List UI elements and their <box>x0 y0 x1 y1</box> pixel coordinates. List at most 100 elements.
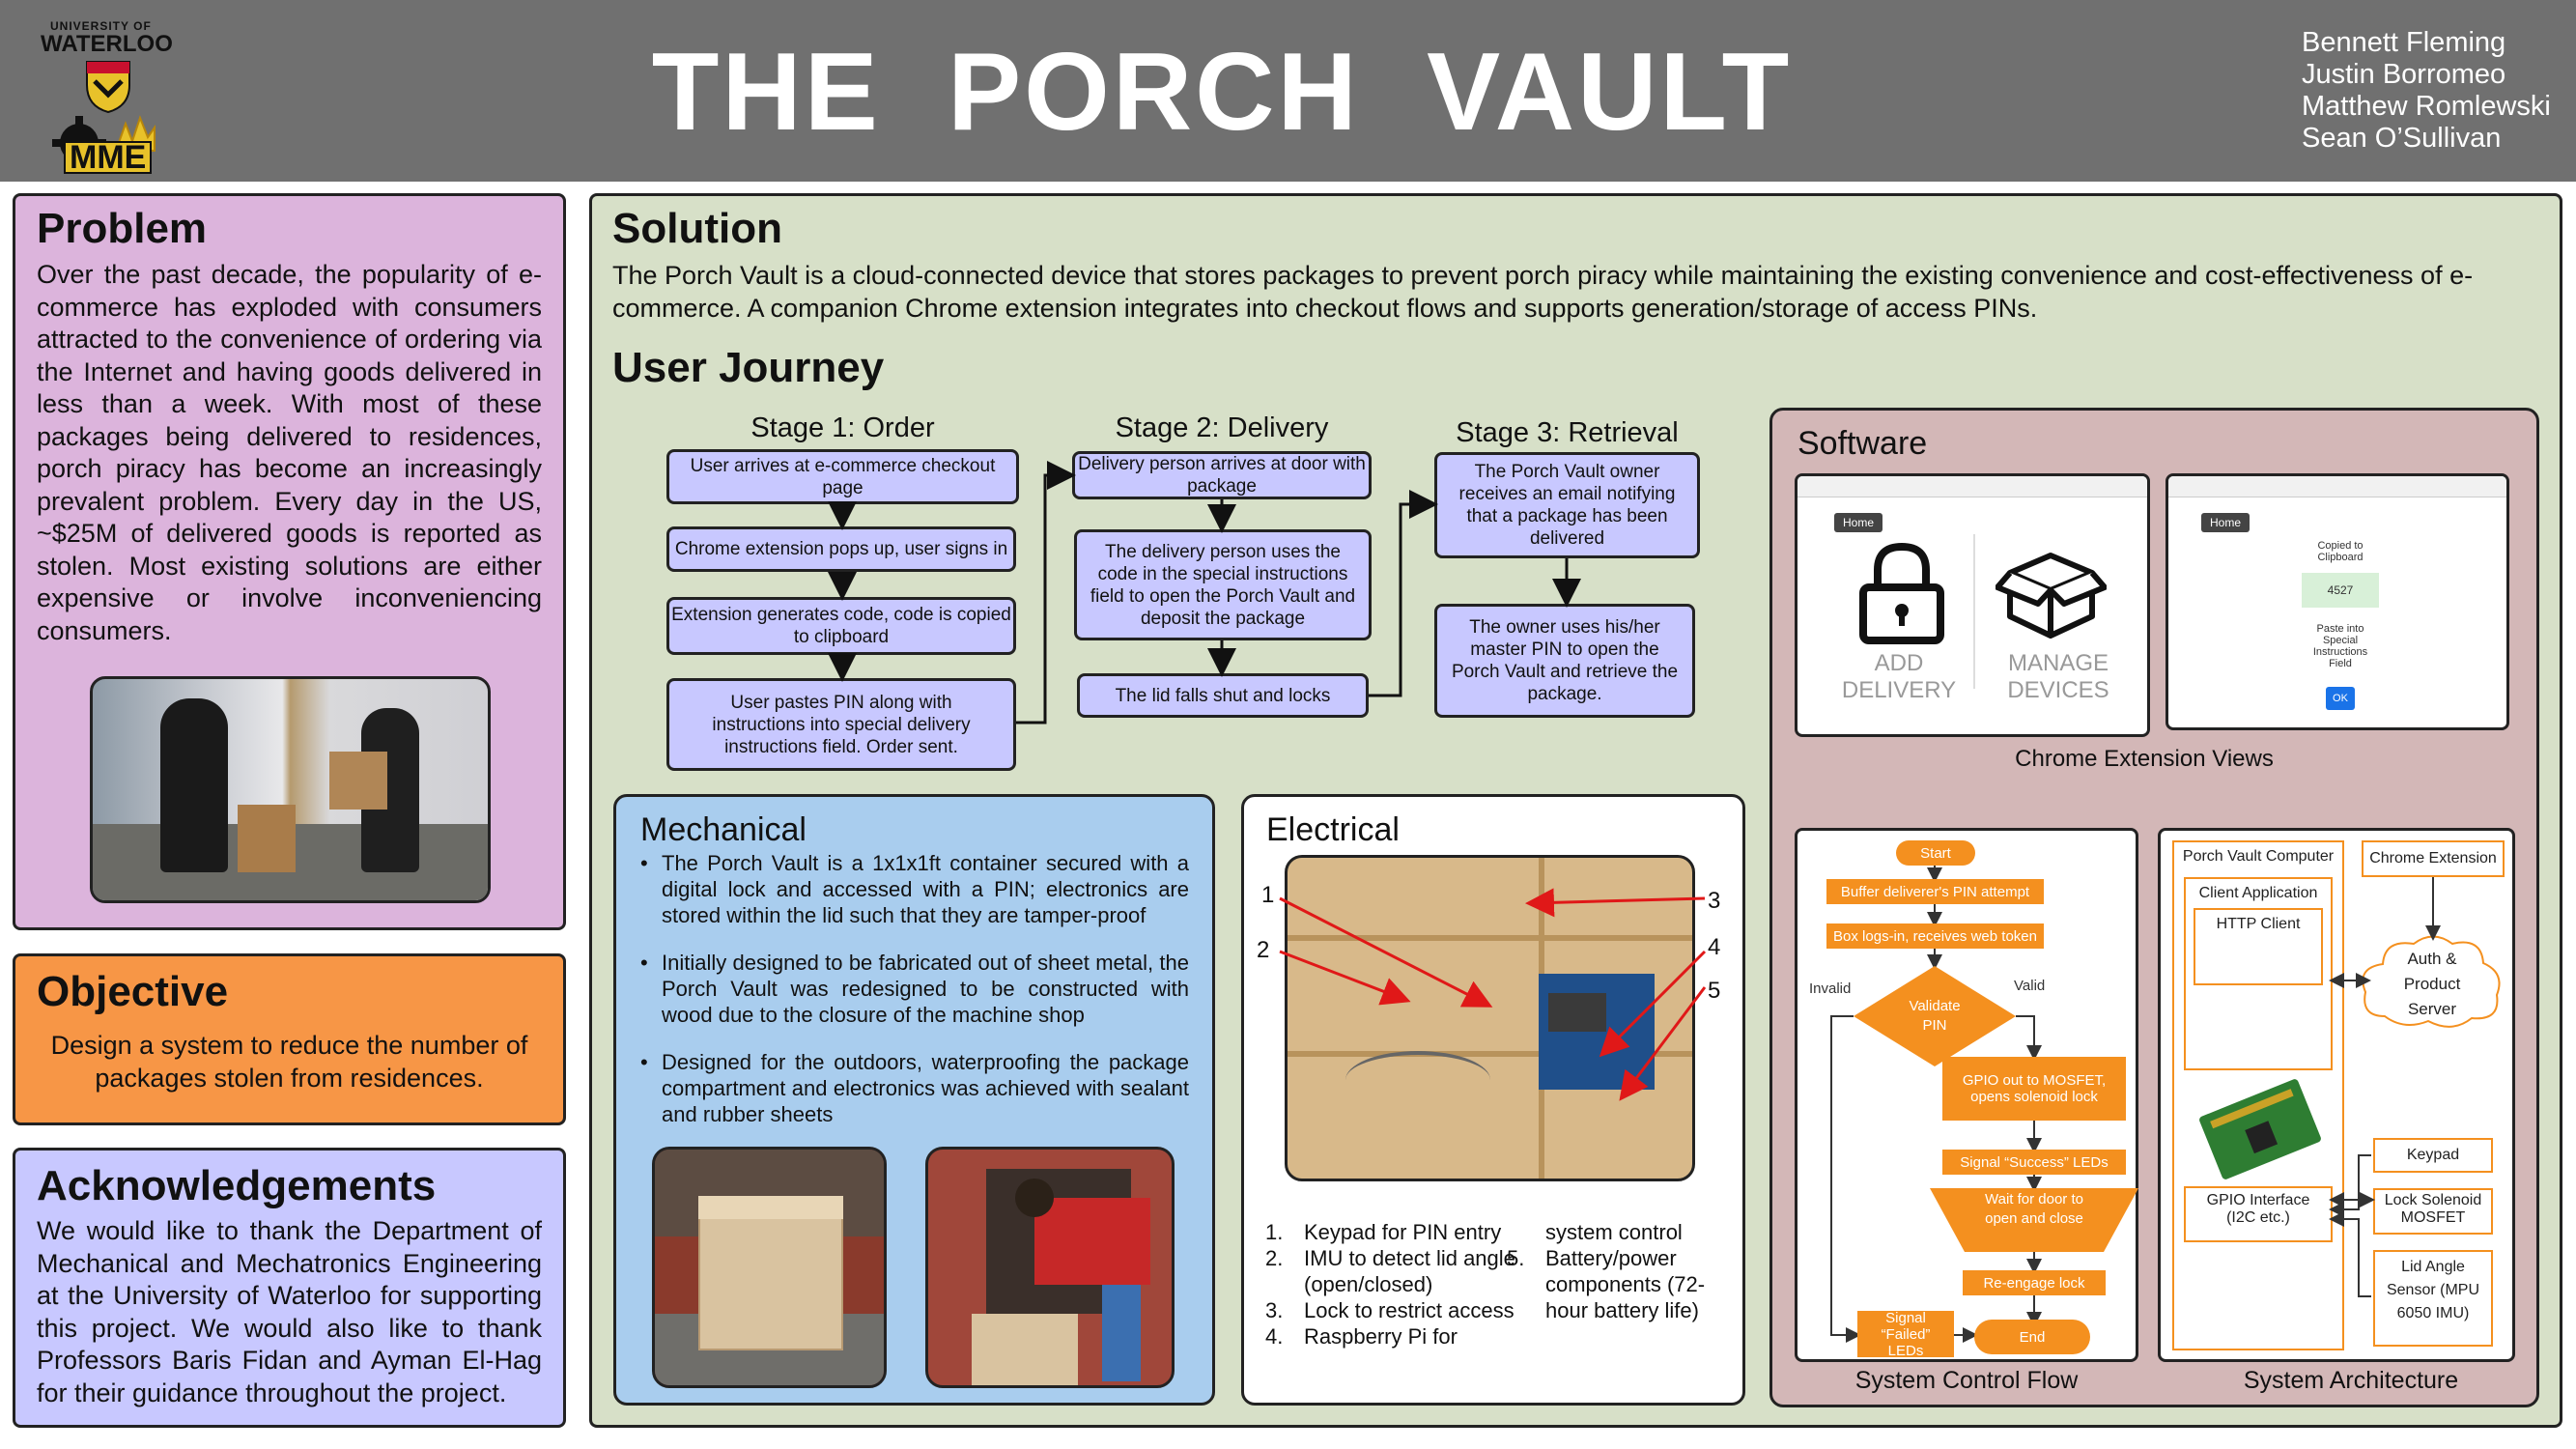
arch-server: Auth & Product Server <box>2403 950 2461 1018</box>
mech-bullet-1: • The Porch Vault is a 1x1x1ft container … <box>640 851 1189 927</box>
pin-display: 4527 <box>2302 573 2379 608</box>
elec-item-3: 3. Lock to restrict access <box>1265 1298 1514 1322</box>
arch-http: HTTP Client <box>2194 908 2323 985</box>
elec-item-2: 2. IMU to detect lid angle (open/closed) <box>1265 1246 1515 1296</box>
flow-decision <box>1854 966 2016 1066</box>
wooden-box-photo <box>652 1147 887 1388</box>
callout-2: 2 <box>1257 937 1270 963</box>
callout-1: 1 <box>1261 882 1275 908</box>
author-1: Bennett Fleming <box>2302 27 2506 58</box>
stage3-step1: The Porch Vault owner receives an email … <box>1434 452 1700 558</box>
objective-text: Design a system to reduce the number of … <box>50 1031 528 1093</box>
stage1-step1: User arrives at e-commerce checkout page <box>666 449 1019 504</box>
elec-item-1: 1. Keypad for PIN entry <box>1265 1220 1502 1244</box>
problem-title: Problem <box>37 205 208 252</box>
stage3-title: Stage 3: Retrieval <box>1456 417 1679 448</box>
mechanical-bullets: • The Porch Vault is a 1x1x1ft container … <box>640 850 1189 1149</box>
arch-arrows <box>2329 877 2441 1297</box>
architecture-diagram: Porch Vault Computer Client Application … <box>2158 828 2515 1362</box>
arch-client-app-label: Client Application <box>2198 885 2318 901</box>
arch-computer: Porch Vault Computer Client Application … <box>2172 840 2344 1350</box>
flow-end: End <box>1974 1320 2090 1354</box>
mech-bullet-3: • Designed for the outdoors, waterproofin… <box>640 1050 1189 1126</box>
flow-invalid: Invalid <box>1809 980 1852 997</box>
author-3: Matthew Romlewski <box>2302 91 2551 122</box>
crest-icon <box>86 61 130 114</box>
paste-label: Paste into Special Instructions Field <box>2312 623 2368 669</box>
flow-lines <box>1830 865 2042 1343</box>
arch-lid-sensor: Lid Angle Sensor (MPU 6050 IMU) <box>2373 1250 2493 1347</box>
manage-devices-label[interactable]: MANAGE DEVICES <box>2007 650 2109 703</box>
mechanical-title: Mechanical <box>640 811 807 848</box>
box-icon[interactable] <box>1996 544 2107 640</box>
porch-theft-photo <box>90 676 491 903</box>
stage1-title: Stage 1: Order <box>750 412 935 443</box>
arrow <box>1016 461 1076 724</box>
mechanical-user-photo <box>925 1147 1175 1388</box>
ack-panel <box>13 1148 566 1428</box>
arch-chrome-ext: Chrome Extension <box>2362 840 2505 877</box>
problem-text: Over the past decade, the popularity of … <box>37 260 542 645</box>
electrical-list-right: system control 5. Battery/power component… <box>1507 1219 1724 1323</box>
elec-item-4-cont: system control <box>1545 1220 1683 1244</box>
home-button[interactable]: Home <box>1834 513 1883 532</box>
copied-label: Copied to Clipboard <box>2317 540 2364 563</box>
arrow <box>1369 490 1438 697</box>
flow-wait-shape <box>1930 1188 2138 1252</box>
objective-title: Objective <box>37 968 229 1015</box>
ack-title: Acknowledgements <box>37 1162 437 1209</box>
callout-3: 3 <box>1708 888 1721 914</box>
solution-text: The Porch Vault is a cloud-connected dev… <box>612 261 2474 323</box>
solution-title: Solution <box>612 205 782 252</box>
extension-view-pin: Home Copied to Clipboard 4527 Paste into… <box>2166 473 2509 730</box>
arch-computer-label: Porch Vault Computer <box>2182 848 2335 865</box>
flow-valid: Valid <box>2014 978 2046 994</box>
flow-reengage: Re-engage lock <box>1963 1270 2106 1295</box>
elec-item-5: 5. Battery/power components (72-hour batt… <box>1507 1246 1706 1322</box>
elec-item-4: 4. Raspberry Pi for <box>1265 1324 1458 1349</box>
arch-keypad: Keypad <box>2373 1138 2493 1173</box>
flow-gpio: GPIO out to MOSFET, opens solenoid lock <box>1942 1057 2126 1121</box>
software-title: Software <box>1798 425 1928 462</box>
author-4: Sean O’Sullivan <box>2302 123 2502 154</box>
flow-caption: System Control Flow <box>1854 1367 2079 1394</box>
arch-client-app: Client Application HTTP Client <box>2184 877 2333 1070</box>
callout-5: 5 <box>1708 978 1721 1004</box>
flow-start: Start <box>1896 840 1975 866</box>
electrical-list-left: 1. Keypad for PIN entry 2. IMU to detect l… <box>1265 1219 1516 1350</box>
objective-panel <box>13 953 566 1125</box>
ack-text: We would like to thank the Department of… <box>37 1216 542 1407</box>
ok-button[interactable]: OK <box>2326 687 2355 710</box>
arch-gpio: GPIO Interface (I2C etc.) <box>2184 1186 2333 1242</box>
header-bar <box>0 0 2576 182</box>
extension-caption: Chrome Extension Views <box>2015 746 2274 772</box>
flow-failed: Signal “Failed” LEDs <box>1857 1310 1954 1359</box>
stage1-step4: User pastes PIN along with instructions … <box>666 678 1016 771</box>
mech-bullet-2: • Initially designed to be fabricated out… <box>640 951 1189 1027</box>
flow-wait: Wait for door to open and close <box>1985 1191 2083 1227</box>
architecture-caption: System Architecture <box>2243 1367 2459 1394</box>
journey-title: User Journey <box>612 344 885 391</box>
add-delivery-label[interactable]: ADD DELIVERY <box>1841 650 1957 703</box>
flow-success: Signal “Success” LEDs <box>1942 1150 2126 1175</box>
electrical-title: Electrical <box>1266 811 1400 848</box>
home-button-2[interactable]: Home <box>2201 513 2250 532</box>
flow-validate: Validate PIN <box>1909 998 1961 1034</box>
control-flow-diagram: Start Buffer deliverer's PIN attempt Box… <box>1795 828 2138 1362</box>
flow-buffer: Buffer deliverer's PIN attempt <box>1826 879 2044 904</box>
poster-title: THE PORCH VAULT <box>651 31 1793 154</box>
lock-icon[interactable] <box>1854 539 1950 645</box>
university-logo: UNIVERSITY OF WATERLOO MME <box>39 17 184 174</box>
author-2: Justin Borromeo <box>2302 59 2506 90</box>
extension-view-home: Home ADD DELIVERY MANAGE DEVICES <box>1795 473 2150 737</box>
logo-mme-text: MME <box>64 141 153 174</box>
logo-waterloo-text: WATERLOO <box>41 31 173 57</box>
arch-solenoid: Lock Solenoid MOSFET <box>2373 1188 2493 1235</box>
electronics-photo <box>1285 855 1695 1181</box>
stage3-step2: The owner uses his/her master PIN to ope… <box>1434 604 1695 718</box>
logo-university-text: UNIVERSITY OF <box>50 19 152 33</box>
stage2-step1: Delivery person arrives at door with pac… <box>1072 451 1372 499</box>
stage2-title: Stage 2: Delivery <box>1115 412 1329 443</box>
